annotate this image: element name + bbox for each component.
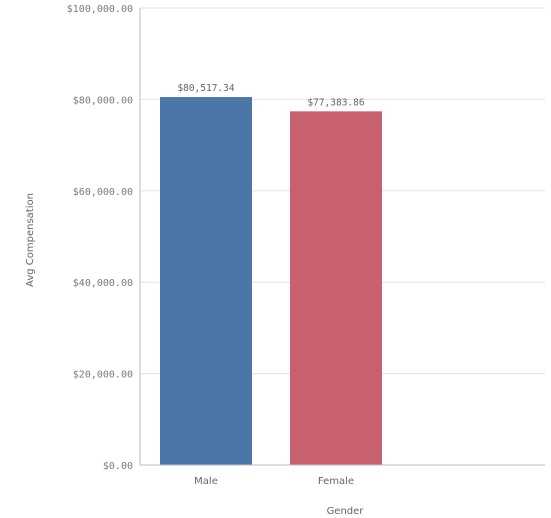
y-tick-label: $20,000.00 [73, 370, 133, 381]
y-tick-label: $100,000.00 [67, 4, 133, 15]
x-axis-title: Gender [327, 506, 365, 517]
x-tick-labels: Male Female [194, 476, 354, 487]
x-tick-label-male: Male [194, 476, 218, 487]
y-tick-label: $60,000.00 [73, 187, 133, 198]
data-labels: $80,517.34 $77,383.86 [177, 83, 364, 108]
y-axis-title: Avg Compensation [25, 193, 36, 287]
y-tick-label: $0.00 [103, 461, 133, 472]
bar-female [290, 111, 382, 465]
y-tick-labels: $0.00 $20,000.00 $40,000.00 $60,000.00 $80,0… [67, 4, 133, 472]
bars [160, 97, 382, 465]
data-label-male: $80,517.34 [177, 83, 234, 94]
data-label-female: $77,383.86 [307, 97, 364, 108]
y-tick-label: $80,000.00 [73, 95, 133, 106]
x-tick-label-female: Female [318, 476, 354, 487]
y-tick-label: $40,000.00 [73, 278, 133, 289]
bar-male [160, 97, 252, 465]
